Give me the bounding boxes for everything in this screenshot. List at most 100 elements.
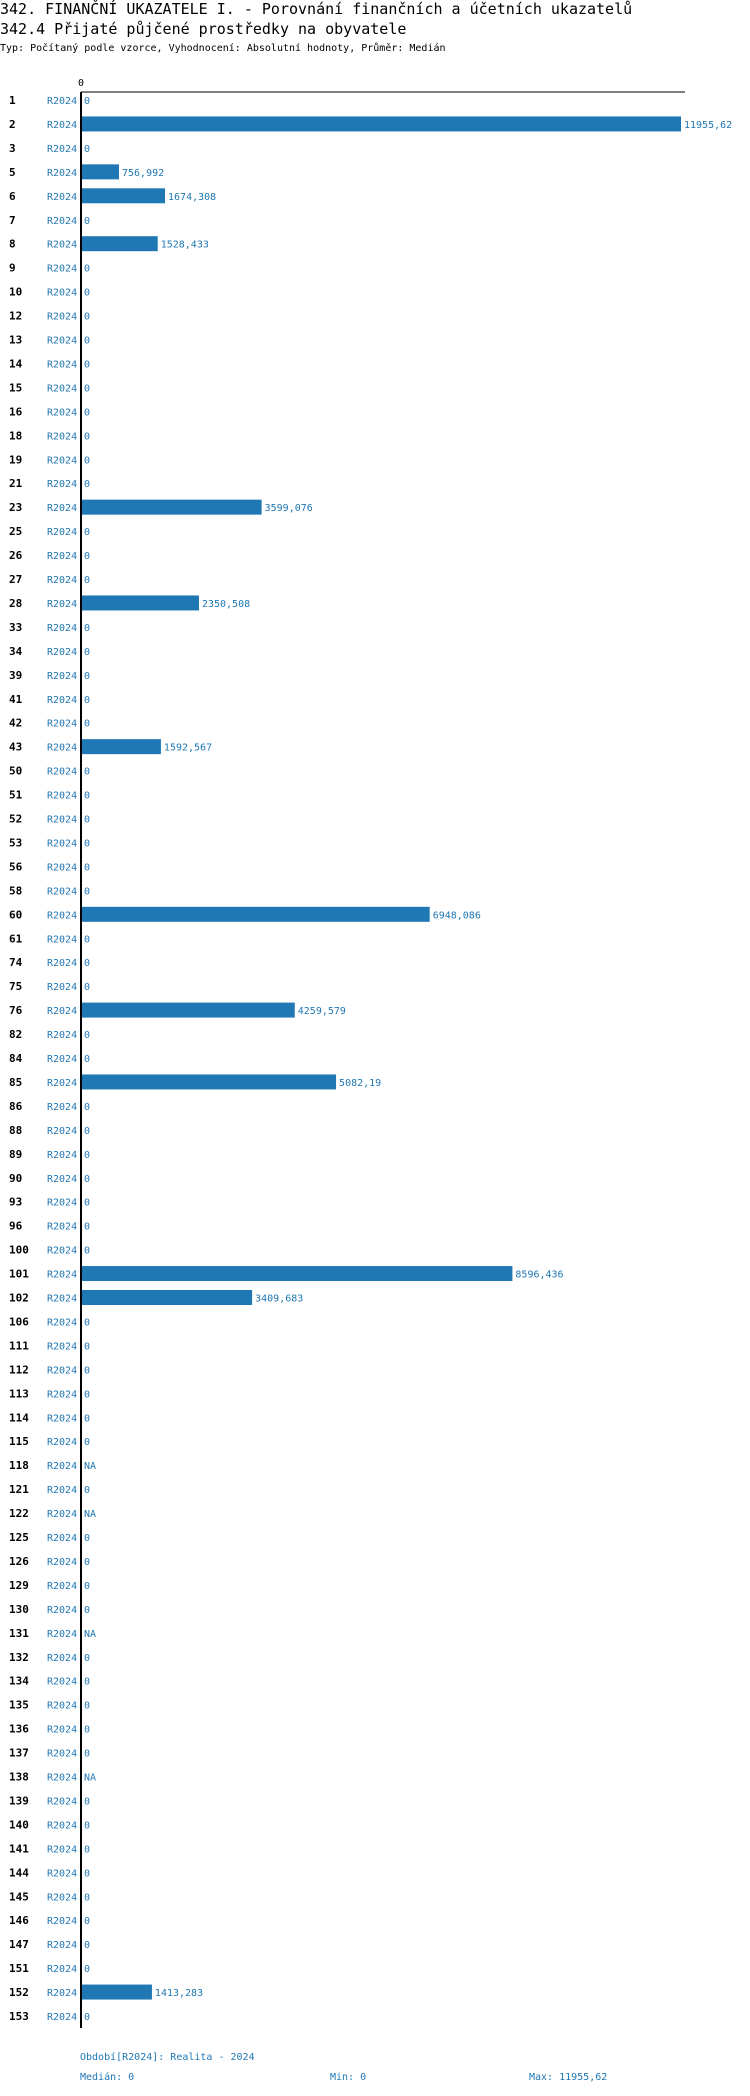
- series-label: R2024: [47, 791, 77, 802]
- series-label: R2024: [47, 1222, 77, 1233]
- row-label: 88: [9, 1124, 22, 1137]
- row-label: 100: [9, 1244, 29, 1257]
- chart-subtitle: 342.4 Přijaté půjčené prostředky na obyv…: [0, 20, 407, 38]
- row-label: 144: [9, 1866, 29, 1879]
- series-label: R2024: [47, 479, 77, 490]
- series-label: R2024: [47, 1270, 77, 1281]
- row-label: 82: [9, 1028, 22, 1041]
- row-label: 3: [9, 142, 16, 155]
- data-label: 2350,508: [202, 599, 250, 610]
- bar: [81, 739, 161, 755]
- data-label: 0: [84, 1150, 90, 1161]
- bar: [81, 188, 166, 204]
- series-label: R2024: [47, 455, 77, 466]
- data-label: 0: [84, 359, 90, 370]
- bar: [81, 499, 262, 515]
- series-label: R2024: [47, 503, 77, 514]
- row-label: 14: [9, 357, 23, 370]
- bar: [81, 1984, 152, 2000]
- row-label: 23: [9, 501, 22, 514]
- data-label: 0: [84, 862, 90, 873]
- data-label: 0: [84, 1964, 90, 1975]
- data-label: 0: [84, 479, 90, 490]
- series-label: R2024: [47, 264, 77, 275]
- data-label: 0: [84, 1341, 90, 1352]
- series-label: R2024: [47, 1701, 77, 1712]
- data-label: 1674,308: [168, 192, 216, 203]
- data-label: 0: [84, 1126, 90, 1137]
- row-label: 42: [9, 717, 22, 730]
- row-label: 25: [9, 525, 22, 538]
- series-label: R2024: [47, 1246, 77, 1257]
- series-label: R2024: [47, 1294, 77, 1305]
- row-label: 60: [9, 908, 22, 921]
- data-label: 0: [84, 1725, 90, 1736]
- row-label: 52: [9, 813, 22, 826]
- data-label: NA: [84, 1509, 96, 1520]
- data-label: 0: [84, 647, 90, 658]
- row-label: 75: [9, 980, 22, 993]
- bar: [81, 116, 681, 132]
- series-label: R2024: [47, 1150, 77, 1161]
- series-label: R2024: [47, 1964, 77, 1975]
- data-label: 0: [84, 719, 90, 730]
- series-label: R2024: [47, 1533, 77, 1544]
- row-label: 9: [9, 262, 16, 275]
- data-label: 1528,433: [161, 240, 209, 251]
- data-label: 0: [84, 216, 90, 227]
- footer-max: Max: 11955,62: [529, 2072, 608, 2083]
- series-label: R2024: [47, 958, 77, 969]
- row-label: 43: [9, 741, 22, 754]
- data-label: 0: [84, 1389, 90, 1400]
- row-label: 147: [9, 1938, 29, 1951]
- data-label: 0: [84, 336, 90, 347]
- data-label: 0: [84, 671, 90, 682]
- row-label: 134: [9, 1675, 29, 1688]
- data-label: 0: [84, 1701, 90, 1712]
- row-label: 152: [9, 1986, 29, 1999]
- series-label: R2024: [47, 1365, 77, 1376]
- data-label: 0: [84, 383, 90, 394]
- chart-type-line: Typ: Počítaný podle vzorce, Vyhodnocení:…: [0, 43, 446, 54]
- footer-min: Min: 0: [330, 2072, 367, 2083]
- row-label: 76: [9, 1004, 23, 1017]
- series-label: R2024: [47, 575, 77, 586]
- footer-median: Medián: 0: [80, 2072, 135, 2083]
- series-label: R2024: [47, 407, 77, 418]
- row-label: 33: [9, 621, 22, 634]
- series-label: R2024: [47, 1030, 77, 1041]
- row-label: 58: [9, 884, 22, 897]
- row-label: 26: [9, 549, 23, 562]
- row-label: 50: [9, 765, 22, 778]
- data-label: 0: [84, 695, 90, 706]
- series-label: R2024: [47, 719, 77, 730]
- data-label: 6948,086: [433, 910, 481, 921]
- series-label: R2024: [47, 1677, 77, 1688]
- series-label: R2024: [47, 216, 77, 227]
- data-label: 0: [84, 1365, 90, 1376]
- series-label: R2024: [47, 1557, 77, 1568]
- series-label: R2024: [47, 383, 77, 394]
- row-label: 121: [9, 1483, 29, 1496]
- series-label: R2024: [47, 1653, 77, 1664]
- data-label: NA: [84, 1773, 96, 1784]
- data-label: 0: [84, 1413, 90, 1424]
- data-label: 0: [84, 407, 90, 418]
- data-label: 0: [84, 264, 90, 275]
- footer-period: Období[R2024]: Realita - 2024: [80, 2052, 255, 2063]
- row-label: 21: [9, 477, 23, 490]
- data-label: 0: [84, 982, 90, 993]
- data-label: 0: [84, 455, 90, 466]
- series-label: R2024: [47, 599, 77, 610]
- data-label: 0: [84, 958, 90, 969]
- row-label: 135: [9, 1699, 29, 1712]
- series-label: R2024: [47, 1174, 77, 1185]
- data-label: 0: [84, 1533, 90, 1544]
- data-label: 0: [84, 96, 90, 107]
- series-label: R2024: [47, 192, 77, 203]
- series-label: R2024: [47, 1461, 77, 1472]
- row-label: 101: [9, 1268, 29, 1281]
- series-label: R2024: [47, 1126, 77, 1137]
- data-label: 0: [84, 1030, 90, 1041]
- data-label: 3409,683: [255, 1294, 303, 1305]
